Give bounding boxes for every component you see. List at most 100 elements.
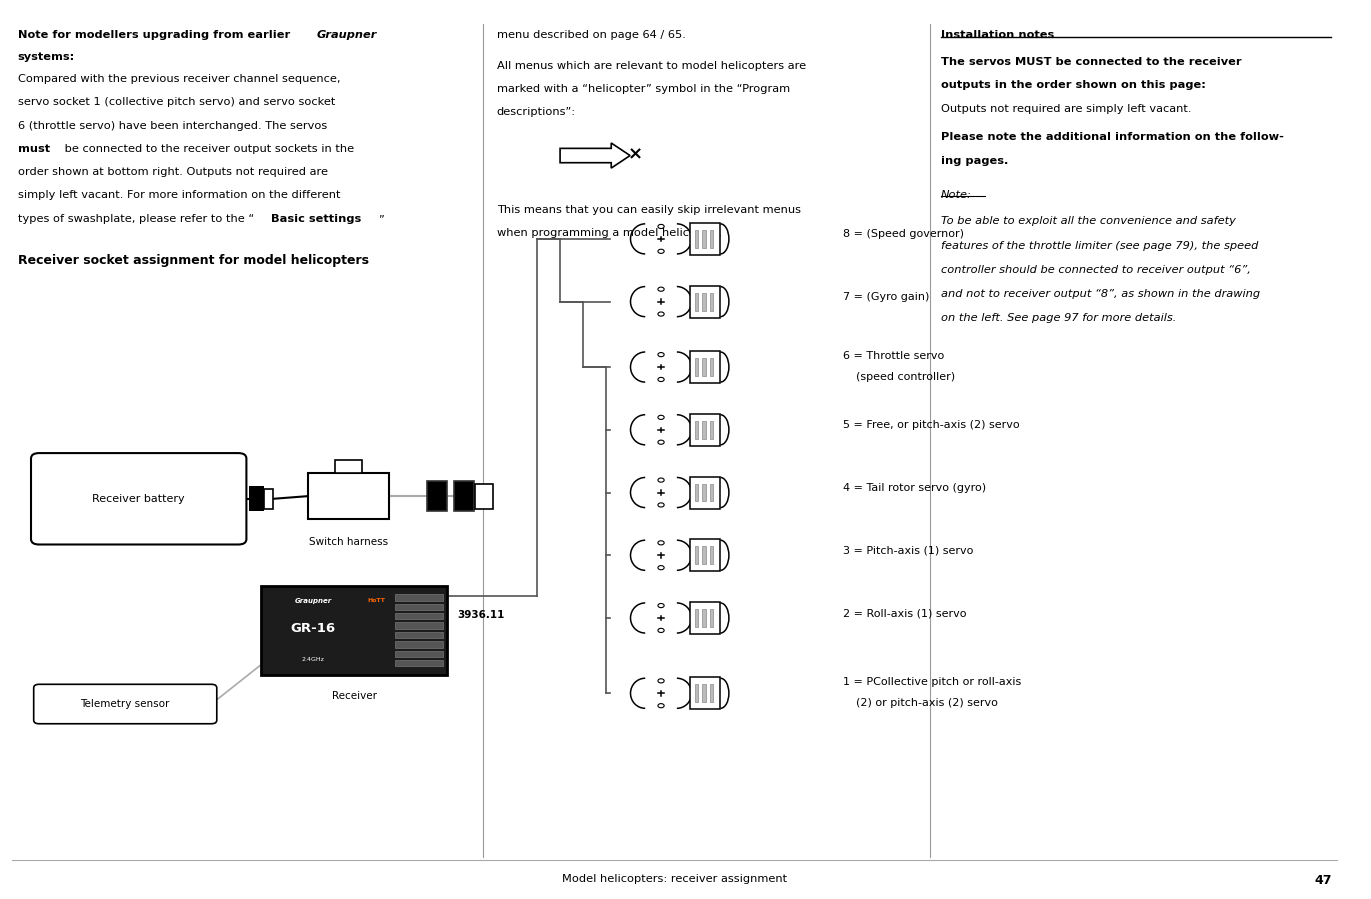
Bar [710,484,713,502]
Text: 8 = (Speed governor): 8 = (Speed governor) [843,229,964,239]
Text: The servos MUST be connected to the receiver: The servos MUST be connected to the rece… [941,57,1242,67]
Text: ing pages.: ing pages. [941,156,1009,165]
Bar [695,484,698,502]
Bar [262,586,447,675]
Text: (speed controller): (speed controller) [857,371,956,381]
Text: and not to receiver output “8”, as shown in the drawing: and not to receiver output “8”, as shown… [941,289,1260,299]
Bar [695,421,698,439]
Text: marked with a “helicopter” symbol in the “Program: marked with a “helicopter” symbol in the… [496,84,790,93]
Circle shape [658,704,664,708]
Text: 1 = PCollective pitch or roll-axis: 1 = PCollective pitch or roll-axis [843,677,1021,687]
Circle shape [658,415,664,420]
Text: GR-16: GR-16 [291,622,336,636]
Text: Model helicopters: receiver assignment: Model helicopters: receiver assignment [562,875,787,885]
Text: 2 = Roll-axis (1) servo: 2 = Roll-axis (1) servo [843,609,967,619]
Text: 6 (throttle servo) have been interchanged. The servos: 6 (throttle servo) have been interchange… [18,120,326,130]
Bar [702,358,706,376]
Bar [702,230,706,248]
FancyArrow shape [561,143,631,168]
Bar [395,651,443,657]
Text: This means that you can easily skip irrelevant menus: This means that you can easily skip irre… [496,205,801,215]
Circle shape [658,679,664,683]
Circle shape [658,541,664,545]
Text: 3 = Pitch-axis (1) servo: 3 = Pitch-axis (1) servo [843,546,973,556]
Bar [476,484,492,509]
Bar [691,602,720,634]
Bar [695,547,698,565]
Text: order shown at bottom right. Outputs not required are: order shown at bottom right. Outputs not… [18,167,328,177]
Text: 5 = Free, or pitch-axis (2) servo: 5 = Free, or pitch-axis (2) servo [843,421,1020,431]
Text: ×: × [628,146,643,164]
Circle shape [658,225,664,228]
Circle shape [658,628,664,633]
Text: Y-lead,: Y-lead, [383,587,417,597]
FancyBboxPatch shape [32,453,247,545]
Text: controller should be connected to receiver output “6”,: controller should be connected to receiv… [941,265,1250,275]
Text: Telemetry sensor: Telemetry sensor [81,699,170,709]
Bar [395,632,443,638]
Bar [710,421,713,439]
Bar [691,677,720,709]
Text: Basic settings: Basic settings [270,214,361,224]
Text: 47: 47 [1313,875,1331,887]
Text: Receiver socket assignment for model helicopters: Receiver socket assignment for model hel… [18,254,369,267]
Bar [710,230,713,248]
Text: 4 = Tail rotor servo (gyro): 4 = Tail rotor servo (gyro) [843,483,986,493]
Text: Graupner: Graupner [317,30,377,40]
Text: must: must [18,144,49,154]
Text: on the left. See page 97 for more details.: on the left. See page 97 for more detail… [941,313,1176,324]
Text: Graupner: Graupner [295,598,332,604]
Text: servo socket 1 (collective pitch servo) and servo socket: servo socket 1 (collective pitch servo) … [18,97,335,107]
Text: descriptions”:: descriptions”: [496,107,576,117]
Circle shape [658,441,664,444]
Text: simply left vacant. For more information on the different: simply left vacant. For more information… [18,191,340,200]
Text: outputs in the order shown on this page:: outputs in the order shown on this page: [941,80,1206,90]
Bar [335,460,362,473]
Bar [691,414,720,446]
Bar [702,293,706,310]
Circle shape [658,565,664,570]
Circle shape [658,287,664,291]
Text: be connected to the receiver output sockets in the: be connected to the receiver output sock… [60,144,354,154]
Text: Receiver battery: Receiver battery [92,494,185,503]
Circle shape [658,378,664,381]
Bar [691,351,720,383]
Bar [691,223,720,255]
Text: Note:: Note: [941,190,972,200]
Bar [702,484,706,502]
Bar [454,481,474,512]
Text: 2.4GHz: 2.4GHz [302,656,325,662]
Text: Please note the additional information on the follow-: Please note the additional information o… [941,132,1283,142]
Bar [691,476,720,509]
Text: ”: ” [378,214,384,224]
Text: Note for modellers upgrading from earlier: Note for modellers upgrading from earlie… [18,30,293,40]
Bar [695,293,698,310]
FancyBboxPatch shape [34,684,217,724]
Text: features of the throttle limiter (see page 79), the speed: features of the throttle limiter (see pa… [941,241,1259,251]
Bar [263,489,273,509]
Bar [395,622,443,628]
Circle shape [658,249,664,254]
Text: Order No.: Order No. [383,610,436,620]
Text: All menus which are relevant to model helicopters are: All menus which are relevant to model he… [496,60,806,70]
Text: types of swashplate, please refer to the “: types of swashplate, please refer to the… [18,214,254,224]
Circle shape [658,478,664,482]
Bar [250,486,263,512]
Bar [710,609,713,627]
Circle shape [658,312,664,316]
Text: To be able to exploit all the convenience and safety: To be able to exploit all the convenienc… [941,217,1235,227]
Bar [702,547,706,565]
Bar [308,473,389,520]
Text: Installation notes: Installation notes [941,30,1054,40]
Bar [691,286,720,317]
Bar [710,547,713,565]
Bar [702,421,706,439]
Bar [395,660,443,666]
Bar [710,684,713,702]
Text: Switch harness: Switch harness [308,538,388,547]
Text: systems:: systems: [18,51,75,61]
Bar [395,641,443,647]
Bar [702,609,706,627]
Bar [702,684,706,702]
Text: when programming a model helicopter.: when programming a model helicopter. [496,228,723,238]
